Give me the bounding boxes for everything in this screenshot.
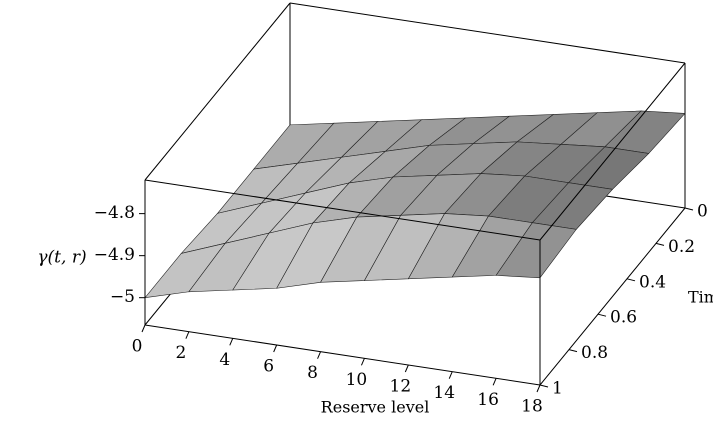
y-tick [684,207,694,211]
y-axis-label: Time [688,288,713,307]
x-tick [141,324,146,333]
z-axis-label: γ(t, r) [37,248,86,268]
box-edge [289,2,686,64]
box-edge [144,2,291,181]
y-tick [597,313,607,317]
x-tick [360,358,365,366]
y-tick [655,242,665,246]
x-tick-label: 0 [132,337,143,357]
x-tick-label: 14 [433,383,455,403]
x-tick [404,364,409,373]
y-tick-label: 0.2 [668,237,695,257]
x-tick [536,384,541,393]
box-edge [144,179,541,241]
x-tick [492,378,497,386]
x-tick-label: 2 [175,343,186,363]
z-tick-label: −4.9 [94,245,135,265]
y-tick-label: 0 [697,202,708,222]
x-tick-label: 6 [263,357,274,377]
y-tick-label: 0.4 [639,272,666,292]
x-axis-label: Reserve level [321,398,430,417]
x-tick-label: 4 [219,350,230,370]
x-tick-label: 8 [307,363,318,383]
x-tick-label: 16 [477,390,499,410]
y-tick [626,278,636,282]
y-tick [568,349,578,353]
x-tick [448,371,453,379]
x-tick [317,351,322,359]
box-edge [539,207,686,386]
y-tick-label: 1 [552,379,563,399]
z-tick-label: −4.8 [94,203,135,223]
box-edge [539,62,686,241]
x-tick-label: 10 [346,370,368,390]
x-tick-label: 12 [390,377,412,397]
x-tick-label: 18 [521,397,543,417]
x-tick [273,344,278,353]
z-tick-label: −5 [110,287,135,307]
y-tick [539,384,549,388]
x-tick [229,338,234,346]
x-tick [185,331,190,339]
y-tick-label: 0.6 [610,308,637,328]
y-tick-label: 0.8 [581,343,608,363]
box-edge [144,324,541,386]
